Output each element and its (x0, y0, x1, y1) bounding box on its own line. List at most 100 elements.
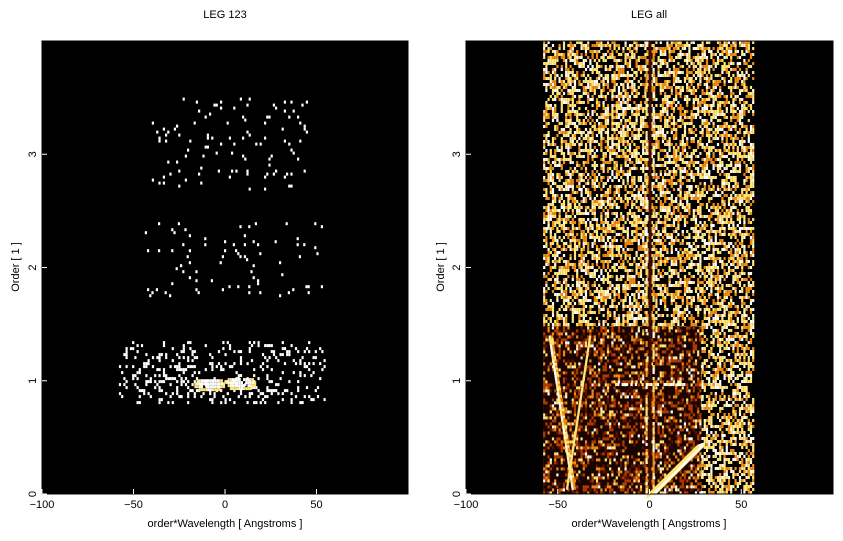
heatmap-cell (694, 245, 698, 248)
heatmap-cell (543, 119, 546, 122)
heatmap-cell (725, 41, 728, 44)
heatmap-cell (543, 230, 546, 233)
heatmap-cell (727, 53, 731, 56)
heatmap-cell (635, 158, 638, 161)
heatmap-cell (587, 140, 590, 143)
heatmap-cell (749, 266, 753, 269)
heatmap-cell (562, 266, 566, 269)
heatmap-cell (732, 233, 735, 236)
heatmap-cell (604, 155, 607, 158)
heatmap-cell (606, 230, 610, 233)
heatmap-cell (736, 107, 739, 110)
bright-blob (236, 381, 239, 385)
heatmap-cell (567, 110, 570, 113)
heatmap-cell (626, 203, 629, 206)
heatmap-cell (545, 206, 548, 209)
heatmap-cell (701, 59, 704, 62)
heatmap-cell (628, 263, 632, 266)
heatmap-cell (690, 83, 693, 86)
heatmap-cell (626, 191, 629, 194)
bright-blob (234, 387, 237, 391)
heatmap-cell (580, 143, 583, 146)
heatmap-cell (593, 206, 596, 209)
heatmap-cell (545, 110, 548, 113)
bright-blob (245, 381, 248, 385)
heatmap-cell (615, 221, 618, 224)
heatmap-cell (703, 119, 706, 122)
heatmap-cell (677, 71, 680, 74)
heatmap-cell (681, 119, 684, 122)
heatmap-cell (136, 401, 139, 405)
heatmap-cell (562, 278, 566, 281)
heatmap-cell (644, 86, 647, 89)
heatmap-cell (191, 359, 194, 363)
heatmap-cell (679, 185, 682, 188)
heatmap-cell (125, 347, 128, 351)
heatmap-cell (191, 365, 194, 369)
heatmap-cell (675, 41, 678, 44)
heatmap-cell (661, 131, 665, 134)
heatmap-cell (609, 245, 612, 248)
heatmap-cell (734, 128, 737, 131)
heatmap-cell (160, 353, 163, 357)
heatmap-cell (675, 239, 678, 242)
heatmap-cell (637, 92, 640, 95)
heatmap-cell (180, 264, 183, 268)
heatmap-cell (743, 77, 746, 80)
heatmap-cell (611, 152, 614, 155)
heatmap-cell (738, 62, 742, 65)
heatmap-cell (631, 125, 634, 128)
heatmap-cell (683, 221, 687, 224)
heatmap-cell (244, 157, 247, 161)
heatmap-cell (589, 152, 592, 155)
heatmap-cell (595, 221, 599, 224)
heatmap-cell (543, 47, 546, 50)
heatmap-cell (156, 356, 159, 360)
heatmap-cell (659, 83, 662, 86)
heatmap-cell (646, 50, 649, 53)
heatmap-cell (622, 227, 625, 230)
heatmap-cell (624, 257, 627, 260)
heatmap-cell (576, 62, 579, 65)
heatmap-cell (679, 71, 682, 74)
heatmap-cell (562, 281, 566, 284)
heatmap-cell (664, 92, 667, 95)
heatmap-cell (200, 166, 203, 170)
heatmap-cell (725, 131, 728, 134)
heatmap-cell (620, 239, 623, 242)
heatmap-cell (545, 125, 548, 128)
heatmap-cell (235, 249, 238, 253)
heatmap-cell (310, 374, 313, 378)
heatmap-cell (290, 100, 293, 104)
heatmap-cell (598, 203, 601, 206)
heatmap-cell (576, 161, 579, 164)
heatmap-cell (701, 122, 704, 125)
heatmap-cell (558, 230, 561, 233)
heatmap-cell (573, 254, 577, 257)
heatmap-cell (642, 233, 645, 236)
heatmap-cell (688, 146, 691, 149)
heatmap-cell (637, 179, 640, 182)
heatmap-cell (644, 179, 647, 182)
heatmap-cell (708, 98, 711, 101)
heatmap-cell (701, 194, 704, 197)
heatmap-cell (604, 116, 607, 119)
heatmap-cell (679, 155, 682, 158)
heatmap-cell (600, 41, 603, 44)
heatmap-cell (712, 251, 715, 254)
heatmap-cell (547, 215, 550, 218)
heatmap-cell (584, 197, 588, 200)
heatmap-cell (697, 233, 700, 236)
heatmap-cell (730, 89, 733, 92)
heatmap-cell (622, 74, 625, 77)
heatmap-cell (743, 227, 746, 230)
heatmap-cell (556, 95, 559, 98)
bright-blob (218, 382, 221, 386)
heatmap-cell (719, 95, 722, 98)
heatmap-cell (727, 71, 731, 74)
heatmap-cell (549, 56, 552, 59)
heatmap-cell (686, 230, 689, 233)
heatmap-cell (745, 179, 748, 182)
heatmap-cell (582, 239, 585, 242)
heatmap-cell (545, 167, 548, 170)
